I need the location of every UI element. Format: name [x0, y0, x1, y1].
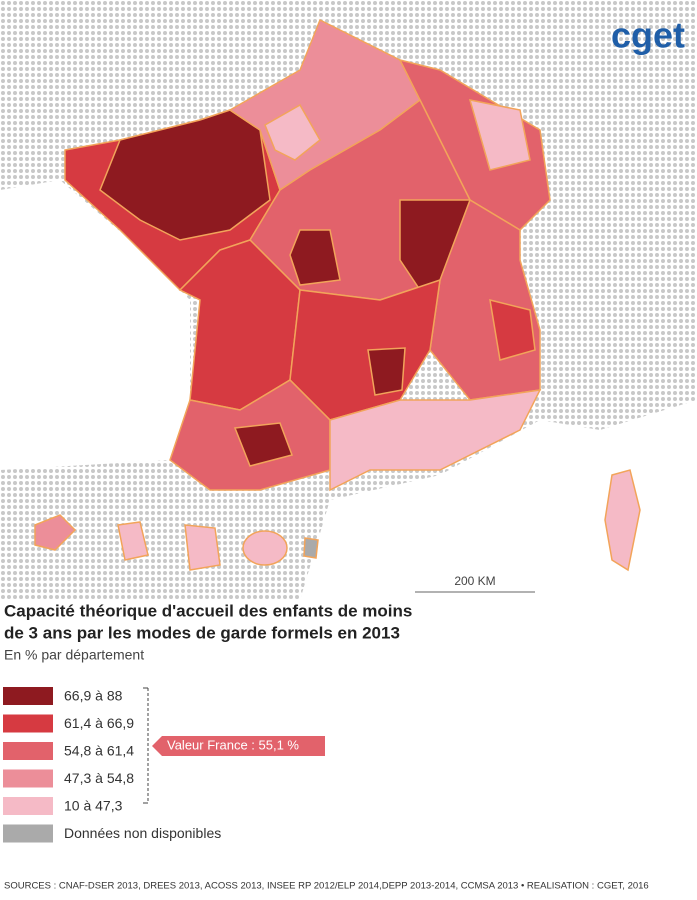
legend-label: 10 à 47,3: [64, 798, 123, 814]
title: de 3 ans par les modes de garde formels …: [4, 623, 400, 642]
region: [489, 298, 536, 361]
title: Capacité théorique d'accueil des enfants…: [4, 601, 412, 620]
region: [99, 109, 271, 241]
legend-swatch: [3, 769, 53, 788]
legend-swatch: [3, 824, 53, 843]
map: [34, 18, 641, 572]
region: [303, 537, 319, 559]
region: [289, 229, 341, 286]
region: [34, 514, 77, 551]
region: [264, 103, 321, 161]
region: [233, 422, 293, 467]
legend-label: Données non disponibles: [64, 825, 221, 841]
region: [242, 530, 288, 566]
sources: SOURCES : CNAF-DSER 2013, DREES 2013, AC…: [4, 881, 649, 892]
region: [468, 99, 531, 171]
france-value: Valeur France : 55,1 %: [167, 737, 299, 752]
france-value-box: [152, 736, 325, 756]
legend-swatch: [3, 797, 53, 815]
subtitle: En % par département: [4, 647, 144, 663]
logo: cget: [611, 15, 685, 56]
legend-swatch: [3, 742, 53, 760]
legend-label: 61,4 à 66,9: [64, 715, 134, 731]
region: [184, 524, 221, 571]
region: [117, 521, 149, 561]
region: [604, 469, 641, 572]
scale-label: 200 KM: [454, 574, 495, 588]
legend-label: 66,9 à 88: [64, 688, 123, 704]
legend-swatch: [3, 714, 53, 733]
region: [367, 347, 406, 396]
legend-label: 47,3 à 54,8: [64, 770, 134, 786]
legend-swatch: [3, 687, 53, 705]
legend-label: 54,8 à 61,4: [64, 743, 134, 759]
sea: [300, 400, 697, 600]
region: [329, 389, 542, 492]
legend: 66,9 à 88 61,4 à 66,9 54,8 à 61,4 47,3 à 54…: [3, 687, 221, 843]
